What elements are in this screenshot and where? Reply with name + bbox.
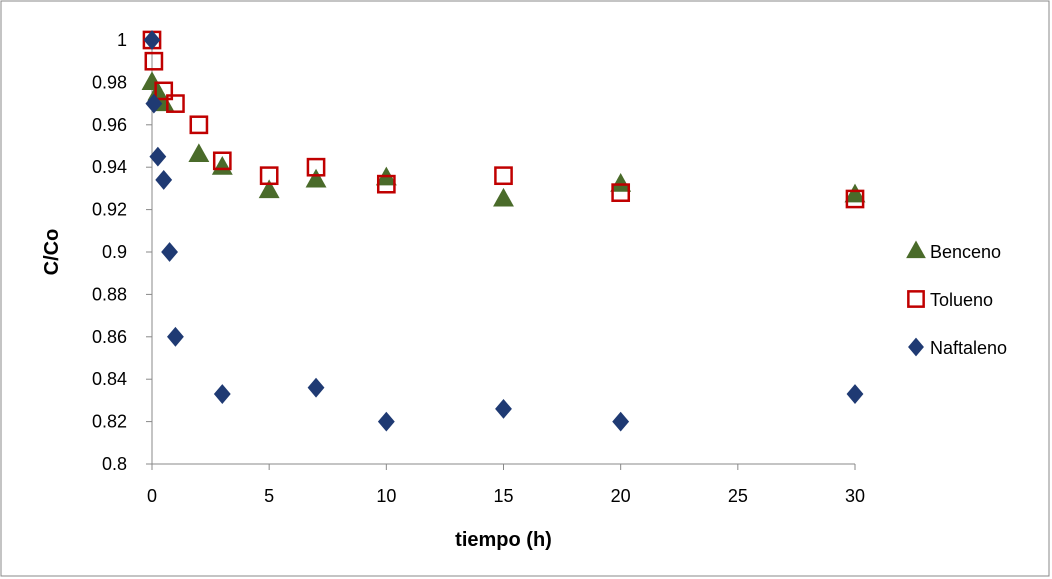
y-tick-label: 0.9 <box>102 242 127 262</box>
naftaleno-point <box>846 384 864 404</box>
benceno-point <box>493 187 514 207</box>
tolueno-point <box>494 166 513 186</box>
y-tick-label: 0.96 <box>92 115 127 135</box>
series-naftaleno <box>143 30 864 432</box>
naftaleno-point <box>155 170 173 190</box>
data-marks <box>141 30 866 432</box>
benceno-point <box>844 183 866 203</box>
legend: Benceno Tolueno Naftaleno <box>906 240 1007 358</box>
x-tick-label: 25 <box>728 486 748 506</box>
naftaleno-point <box>213 384 231 404</box>
x-axis-title: tiempo (h) <box>455 529 552 551</box>
legend-marker-benceno <box>906 240 926 259</box>
legend-marker-tolueno <box>907 290 925 308</box>
legend-label-benceno: Benceno <box>930 242 1001 262</box>
tolueno-point <box>166 94 185 113</box>
tolueno-point <box>154 81 174 101</box>
naftaleno-point <box>307 377 325 398</box>
y-tick-label: 0.92 <box>92 200 127 220</box>
x-tick-label: 20 <box>611 486 631 506</box>
tolueno-point <box>611 183 631 202</box>
tolueno-point <box>212 151 232 171</box>
y-tick-label: 0.84 <box>92 369 127 389</box>
naftaleno-point <box>612 411 630 432</box>
naftaleno-point <box>167 326 184 347</box>
legend-label-naftaleno: Naftaleno <box>930 338 1007 358</box>
y-tick-label: 0.88 <box>92 284 127 304</box>
axes: 0.80.820.840.860.880.90.920.940.960.9810… <box>92 30 865 506</box>
legend-marker-naftaleno <box>908 337 924 357</box>
tolueno-point <box>845 189 865 209</box>
y-tick-label: 0.98 <box>92 72 127 92</box>
naftaleno-point <box>149 146 167 167</box>
x-tick-label: 5 <box>264 486 274 506</box>
benceno-point <box>258 179 280 199</box>
naftaleno-point <box>495 398 512 419</box>
legend-label-tolueno: Tolueno <box>930 290 993 310</box>
y-tick-label: 1 <box>117 30 127 50</box>
benceno-point <box>305 168 327 188</box>
x-tick-label: 10 <box>376 486 396 506</box>
series-tolueno <box>142 30 865 209</box>
naftaleno-point <box>377 411 395 432</box>
tolueno-point <box>306 157 326 177</box>
tolueno-point <box>144 51 164 71</box>
tolueno-point <box>376 174 396 194</box>
y-tick-label: 0.86 <box>92 327 127 347</box>
x-tick-label: 15 <box>493 486 513 506</box>
x-tick-label: 0 <box>147 486 157 506</box>
naftaleno-point <box>161 242 178 262</box>
x-tick-label: 30 <box>845 486 865 506</box>
benceno-point <box>188 143 210 163</box>
y-tick-label: 0.82 <box>92 412 127 432</box>
y-tick-label: 0.8 <box>102 454 127 474</box>
y-tick-label: 0.94 <box>92 157 127 177</box>
naftaleno-point <box>143 30 161 50</box>
tolueno-point <box>259 166 279 186</box>
y-axis-title: C/Co <box>41 229 63 276</box>
naftaleno-point <box>145 93 163 114</box>
benceno-point <box>610 173 632 192</box>
tolueno-point <box>189 115 209 135</box>
